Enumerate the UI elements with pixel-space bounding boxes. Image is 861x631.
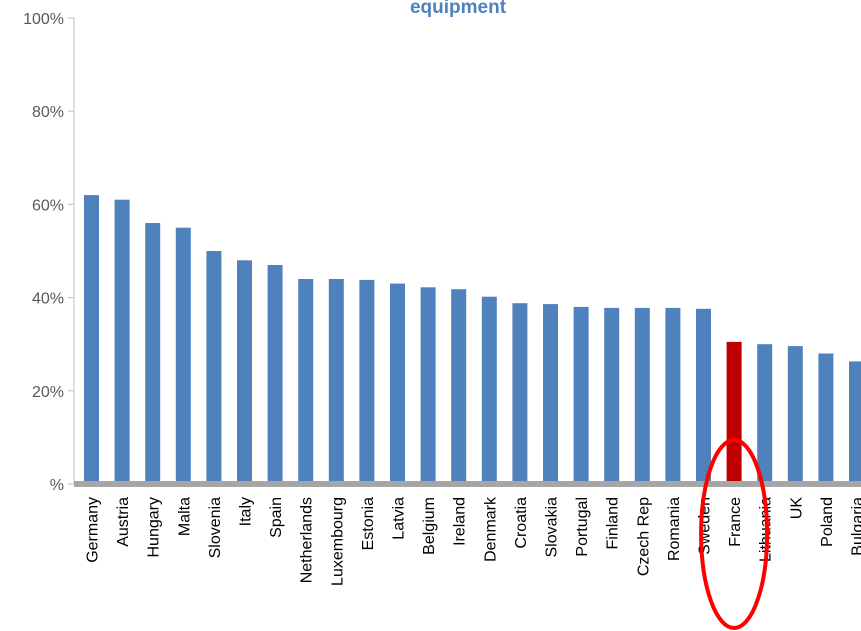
bar-bulgaria [849, 361, 861, 484]
x-tick-label: France [727, 497, 744, 547]
bar-ireland [451, 289, 467, 484]
y-tick-label: 40% [32, 291, 64, 308]
x-tick-label: Estonia [360, 497, 377, 550]
x-tick-label: Finland [605, 497, 622, 549]
x-tick-label: Denmark [482, 496, 499, 562]
x-tick-label: Latvia [391, 497, 408, 540]
x-tick-label: Slovenia [207, 497, 224, 558]
y-tick-label: 80% [32, 104, 64, 121]
x-tick-label: Slovakia [544, 497, 561, 558]
x-tick-label: Hungary [146, 497, 163, 557]
x-tick-label: Sweden [697, 497, 714, 555]
bar-portugal [573, 306, 589, 484]
bar-austria [114, 199, 130, 484]
x-tick-label: Ireland [452, 497, 469, 546]
bar-estonia [359, 279, 375, 484]
x-tick-label: Portugal [574, 497, 591, 557]
bar-lithuania [757, 344, 773, 484]
x-tick-label: Spain [268, 497, 285, 538]
x-tick-label: Austria [115, 497, 132, 547]
bar-spain [267, 265, 283, 484]
bar-slovakia [543, 304, 558, 484]
bar-hungary [145, 223, 161, 484]
y-tick-label: 20% [32, 384, 64, 401]
bar-belgium [420, 287, 436, 484]
bar-slovenia [206, 251, 222, 484]
bar-germany [84, 195, 99, 484]
bar-sweden [696, 308, 711, 484]
bar-croatia [512, 303, 528, 484]
x-axis-labels: Germany Austria Hungary Malta Slovenia Italy S… [85, 496, 861, 586]
bar-france [726, 341, 742, 484]
x-tick-label: Bulgaria [850, 497, 861, 556]
bar-denmark [481, 296, 497, 484]
bar-netherlands [298, 279, 314, 484]
x-tick-label: UK [788, 497, 805, 520]
bar-malta [175, 227, 191, 484]
y-tick-label: % [50, 477, 64, 494]
x-tick-label: Germany [85, 497, 102, 563]
x-tick-label: Croatia [513, 497, 530, 549]
x-tick-label: Netherlands [299, 497, 316, 583]
y-tick-label: 60% [32, 197, 64, 214]
bar-poland [818, 353, 834, 484]
annotation [699, 438, 770, 630]
chart-title: equipment [410, 0, 507, 18]
x-tick-label: Romania [666, 497, 683, 561]
bar-latvia [390, 283, 405, 484]
bar-czech-rep [634, 307, 650, 484]
x-tick-label: Luxembourg [329, 497, 346, 586]
bar-finland [604, 307, 620, 484]
y-tick-label: 100% [23, 11, 64, 28]
x-tick-label: Poland [819, 497, 836, 547]
bar-italy [237, 260, 252, 484]
x-tick-label: Czech Rep [635, 497, 652, 576]
y-axis: % 20% 40% 60% 80% 100% [23, 11, 75, 494]
x-tick-label: Belgium [421, 497, 438, 555]
bar-uk [787, 346, 803, 484]
bar-romania [665, 307, 681, 484]
x-tick-label: Italy [238, 497, 255, 526]
bar-luxembourg [328, 279, 344, 484]
x-tick-label: Malta [176, 497, 193, 536]
highlight-ellipse [699, 438, 770, 630]
bars-group [84, 195, 861, 484]
